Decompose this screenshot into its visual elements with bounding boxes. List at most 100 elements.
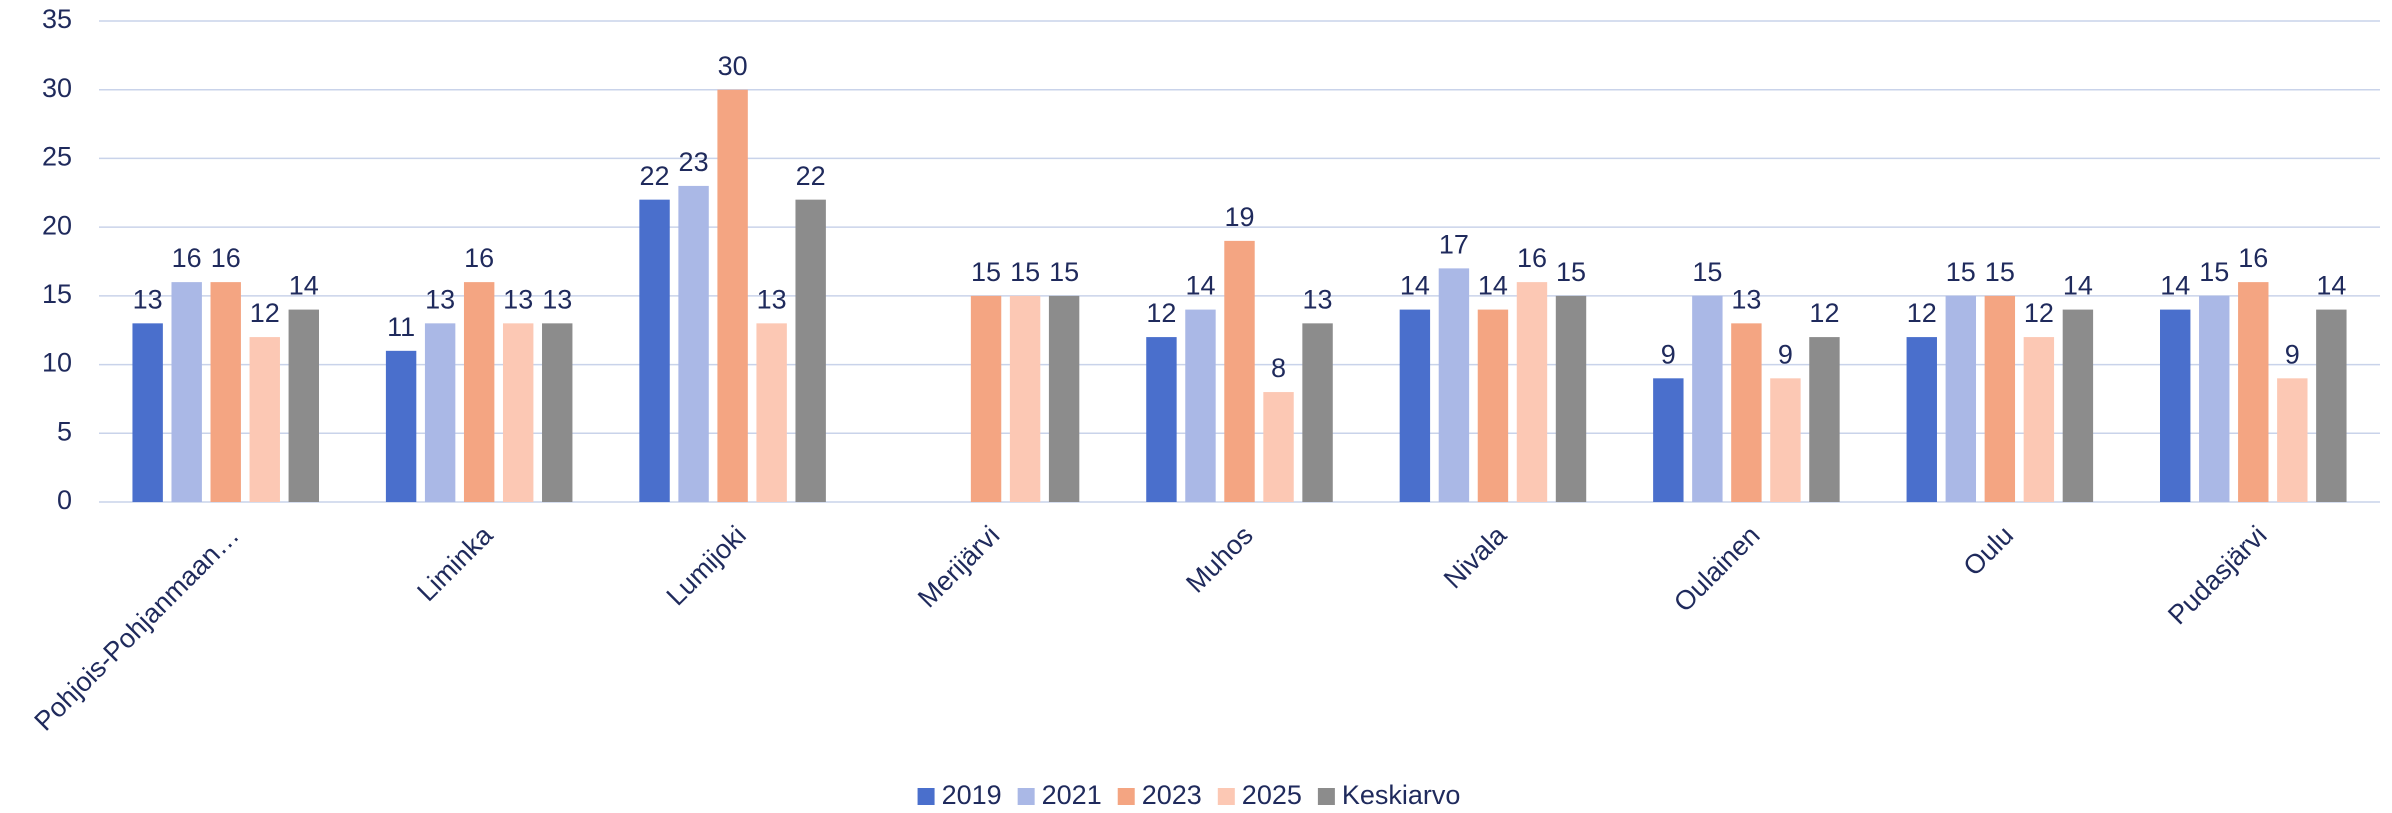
bar — [1945, 295, 1977, 502]
data-label: 16 — [2238, 243, 2268, 273]
data-label: 11 — [387, 312, 415, 342]
bar — [463, 282, 495, 502]
bar — [542, 323, 573, 502]
bar — [1302, 323, 1333, 502]
data-label: 15 — [1010, 257, 1040, 287]
data-label: 15 — [1692, 257, 1722, 287]
y-tick-label: 25 — [42, 142, 72, 172]
data-label: 8 — [1271, 353, 1286, 383]
data-label: 13 — [425, 284, 455, 314]
bar — [210, 282, 241, 502]
data-label: 16 — [211, 243, 241, 273]
data-label: 16 — [172, 243, 202, 273]
bar — [1009, 295, 1041, 502]
y-tick-label: 20 — [42, 210, 72, 240]
data-label: 16 — [1517, 243, 1547, 273]
x-tick-label: Oulainen — [1668, 520, 1766, 618]
bar — [1185, 309, 1216, 502]
data-label: 15 — [1049, 257, 1079, 287]
data-label: 16 — [464, 243, 494, 273]
data-label: 15 — [1556, 257, 1586, 287]
y-tick-label: 10 — [42, 348, 72, 378]
data-label: 9 — [1661, 339, 1676, 369]
data-label: 13 — [133, 284, 163, 314]
bar — [1048, 295, 1080, 502]
data-label: 15 — [971, 257, 1001, 287]
x-tick-label: Liminka — [411, 519, 499, 607]
bar — [2238, 282, 2269, 502]
data-label: 13 — [503, 284, 533, 314]
bar — [1731, 323, 1762, 502]
x-tick-label: Merijärvi — [912, 520, 1005, 613]
data-label: 12 — [1146, 298, 1176, 328]
bar — [502, 323, 534, 502]
legend-label: 2019 — [942, 780, 1002, 810]
x-tick-label: Pudasjärvi — [2162, 520, 2272, 630]
data-label: 14 — [2316, 271, 2346, 301]
legend-swatch — [1117, 788, 1135, 805]
y-tick-label: 5 — [57, 416, 72, 446]
legend-swatch — [1017, 788, 1035, 805]
bar — [639, 199, 670, 502]
bar — [717, 89, 748, 502]
x-tick-label: Oulu — [1958, 520, 2020, 582]
legend-swatch — [1317, 788, 1335, 805]
data-label: 13 — [1731, 284, 1761, 314]
bar — [2160, 309, 2191, 502]
bar — [1906, 337, 1937, 502]
data-label: 9 — [2285, 339, 2300, 369]
y-tick-label: 35 — [42, 4, 72, 34]
data-label: 9 — [1778, 339, 1793, 369]
legend-label: 2023 — [1142, 780, 1202, 810]
bar — [2277, 378, 2308, 502]
data-label: 12 — [1809, 298, 1839, 328]
bar — [2023, 337, 2055, 502]
x-tick-label: Pohjois-Pohjanmaan… — [29, 520, 245, 736]
x-tick-label: Muhos — [1180, 520, 1259, 599]
bar — [2062, 309, 2094, 502]
bar — [424, 323, 456, 502]
legend-label: 2025 — [1242, 780, 1302, 810]
data-label: 13 — [757, 284, 787, 314]
x-tick-label: Nivala — [1438, 519, 1513, 594]
data-label: 13 — [1303, 284, 1333, 314]
bar — [249, 337, 280, 502]
legend-swatch — [917, 788, 935, 805]
bar — [2316, 309, 2347, 502]
bar — [132, 323, 163, 502]
data-label: 14 — [1185, 271, 1215, 301]
bar — [1477, 309, 1509, 502]
bar — [1692, 295, 1723, 502]
y-tick-label: 30 — [42, 73, 72, 103]
data-label: 19 — [1224, 202, 1254, 232]
y-tick-label: 15 — [42, 279, 72, 309]
data-label: 22 — [640, 161, 670, 191]
data-label: 14 — [289, 271, 319, 301]
data-label: 15 — [2199, 257, 2229, 287]
data-label: 14 — [1478, 271, 1508, 301]
bar — [795, 199, 826, 502]
bar — [1146, 337, 1177, 502]
data-label: 22 — [796, 161, 826, 191]
bar — [2199, 295, 2230, 502]
bar — [970, 295, 1002, 502]
legend-swatch — [1217, 788, 1235, 805]
bar — [1263, 392, 1294, 502]
bar — [171, 282, 202, 502]
y-tick-label: 0 — [57, 485, 72, 515]
data-label: 15 — [1985, 257, 2015, 287]
legend-label: 2021 — [1042, 780, 1102, 810]
bar — [1984, 295, 2016, 502]
bar — [1438, 268, 1470, 502]
data-label: 12 — [1907, 298, 1937, 328]
bar — [385, 350, 417, 502]
data-label: 12 — [2024, 298, 2054, 328]
bar — [1399, 309, 1431, 502]
data-label: 12 — [250, 298, 280, 328]
legend-label: Keskiarvo — [1342, 780, 1461, 810]
bar — [288, 309, 319, 502]
bar — [1770, 378, 1801, 502]
data-label: 14 — [1400, 271, 1430, 301]
data-label: 23 — [679, 147, 709, 177]
